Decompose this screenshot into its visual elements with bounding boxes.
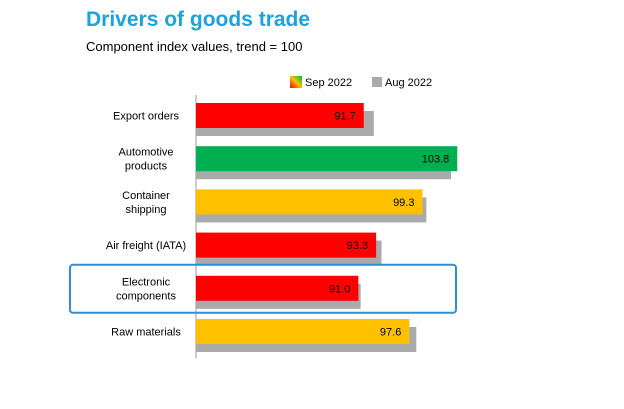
category-label: Raw materials xyxy=(111,327,181,339)
chart-subtitle: Component index values, trend = 100 xyxy=(86,39,303,54)
category-label: Automotive xyxy=(118,147,173,159)
data-label: 103.8 xyxy=(422,154,450,166)
highlight-box xyxy=(69,263,457,314)
category-label: components xyxy=(116,290,176,302)
category-label: Electronic xyxy=(122,276,171,288)
category-label: Export orders xyxy=(113,111,180,123)
data-label: 91.0 xyxy=(329,283,350,295)
data-label: 93.3 xyxy=(347,240,368,252)
bar-sep-2022 xyxy=(196,189,423,215)
bar-sep-2022 xyxy=(196,146,458,172)
category-label: products xyxy=(125,161,168,173)
bar-sep-2022 xyxy=(196,232,377,258)
data-label: 91.7 xyxy=(334,111,355,123)
category-label: Air freight (IATA) xyxy=(106,240,186,252)
legend-label-sep-2022: Sep 2022 xyxy=(305,77,352,89)
data-label: 97.6 xyxy=(380,327,401,339)
bar-sep-2022 xyxy=(196,103,364,128)
bar-sep-2022 xyxy=(196,319,410,344)
category-label: shipping xyxy=(126,204,167,216)
chart-title: Drivers of goods trade xyxy=(86,8,311,31)
category-label: Container xyxy=(122,190,170,202)
data-label: 99.3 xyxy=(393,197,414,209)
legend-label-aug-2022: Aug 2022 xyxy=(385,77,432,89)
bar-sep-2022 xyxy=(196,275,359,301)
legend-swatch-aug-2022 xyxy=(372,77,382,87)
legend-swatch-sep-2022 xyxy=(290,76,302,88)
